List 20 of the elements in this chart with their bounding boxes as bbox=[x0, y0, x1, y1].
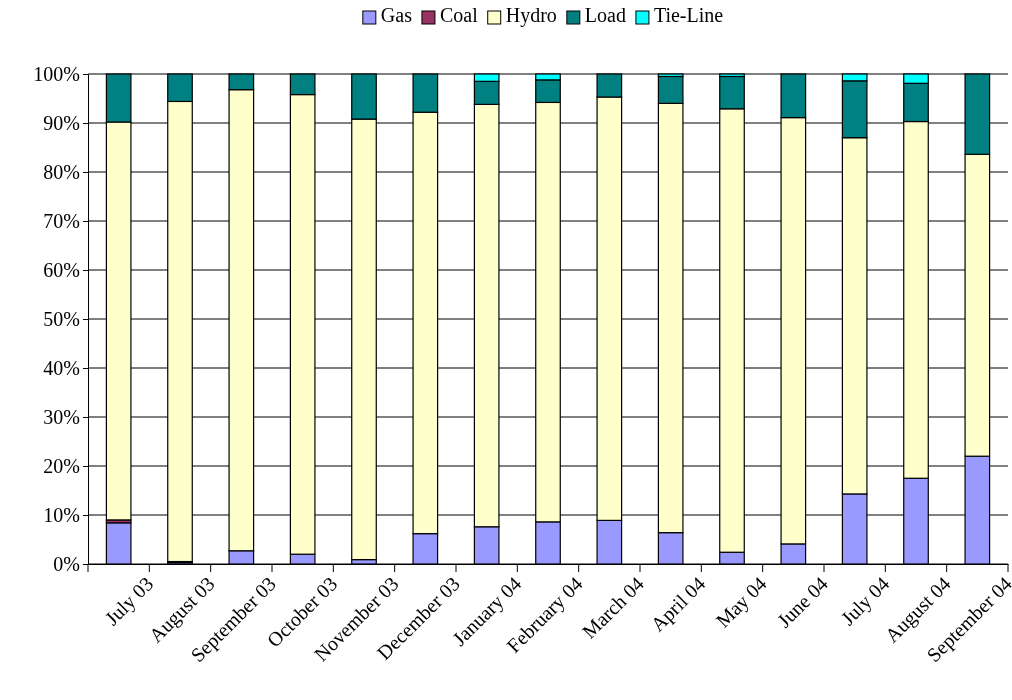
y-tick-label: 60% bbox=[43, 258, 80, 281]
legend-label: Tie-Line bbox=[653, 4, 724, 26]
legend-label: Load bbox=[584, 4, 626, 26]
y-tick-label: 20% bbox=[43, 454, 80, 477]
y-tick-label: 90% bbox=[43, 111, 80, 134]
y-tick-label: 80% bbox=[43, 160, 80, 183]
x-tick-label: July 03 bbox=[100, 572, 159, 630]
x-tick-label: May 04 bbox=[711, 572, 772, 633]
y-tick-label: 40% bbox=[43, 356, 80, 379]
y-tick-label: 100% bbox=[33, 62, 80, 85]
y-tick-label: 50% bbox=[43, 307, 80, 330]
y-tick-label: 10% bbox=[43, 503, 80, 526]
x-tick-label: June 04 bbox=[772, 572, 832, 632]
y-tick-label: 70% bbox=[43, 209, 80, 232]
legend-label: Gas bbox=[380, 4, 413, 26]
legend-label: Hydro bbox=[505, 4, 557, 27]
y-tick-label: 0% bbox=[53, 552, 80, 575]
x-tick-label: July 04 bbox=[836, 572, 895, 630]
legend-label: Coal bbox=[439, 4, 479, 26]
y-tick-label: 30% bbox=[43, 405, 80, 428]
